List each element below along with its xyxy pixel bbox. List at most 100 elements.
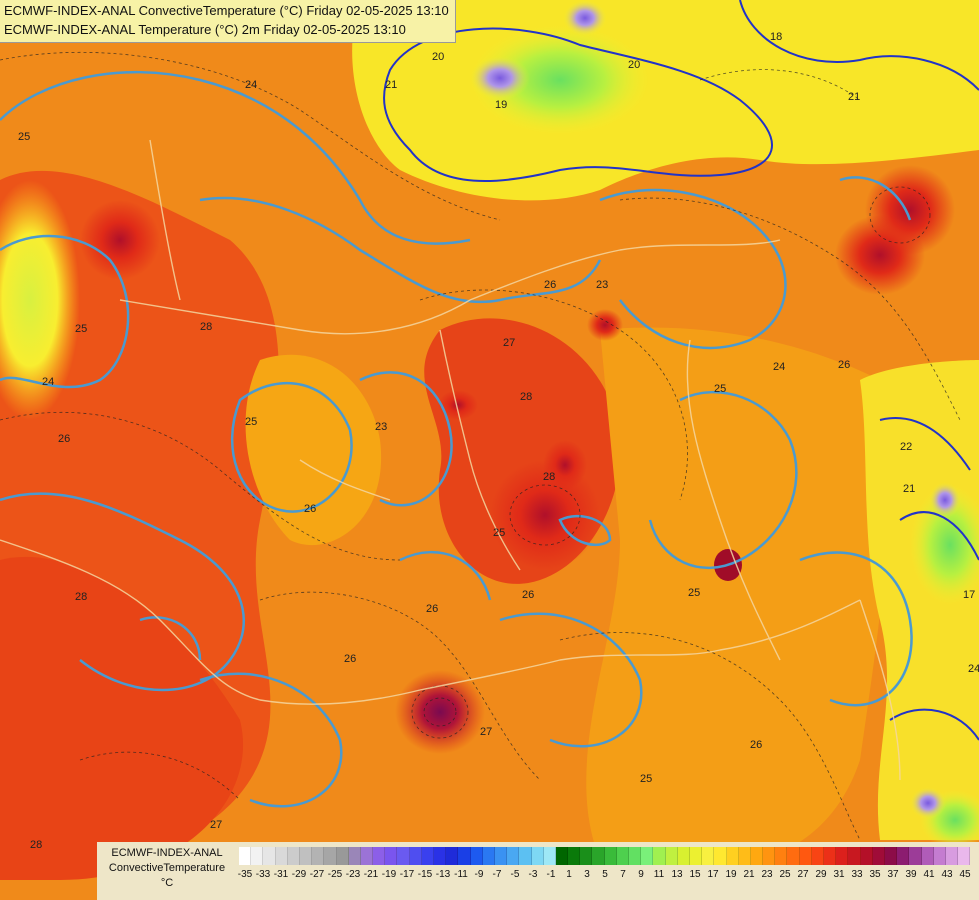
contour-value-label: 28 <box>200 321 212 333</box>
legend-tick-label: -21 <box>363 869 379 880</box>
legend-swatch <box>251 847 264 865</box>
contour-value-label: 21 <box>848 91 860 103</box>
legend-swatch <box>519 847 532 865</box>
dark-blue-contours <box>383 0 979 741</box>
green-north-center <box>470 25 650 135</box>
legend-tick-label: -5 <box>510 869 520 880</box>
red-southwest-zone <box>0 556 244 880</box>
legend-swatch <box>263 847 276 865</box>
country-borders <box>0 139 901 781</box>
legend-swatch <box>714 847 727 865</box>
contour-value-label: 24 <box>773 361 785 373</box>
legend-swatch <box>604 847 617 865</box>
contour-value-label: 26 <box>426 603 438 615</box>
legend-tick-label: -15 <box>417 869 433 880</box>
legend-swatch <box>239 847 252 865</box>
legend-swatch <box>909 847 922 865</box>
legend-tick-label: -19 <box>381 869 397 880</box>
legend-tick-label: -29 <box>291 869 307 880</box>
legend-tick-label: -27 <box>309 869 325 880</box>
legend-unit: °C <box>160 877 174 889</box>
legend-tick-label: -13 <box>435 869 451 880</box>
legend-title: ECMWF-INDEX-ANAL ConvectiveTemperature °… <box>97 842 237 900</box>
contour-value-label: 26 <box>58 433 70 445</box>
contour-value-label: 25 <box>493 527 505 539</box>
hot-core-east <box>835 215 925 295</box>
contour-value-label: 25 <box>245 416 257 428</box>
legend-swatch <box>373 847 386 865</box>
legend-tick-label: -17 <box>399 869 415 880</box>
contour-value-label: 17 <box>963 589 975 601</box>
contour-value-label: 28 <box>543 471 555 483</box>
contour-value-label: 21 <box>385 79 397 91</box>
legend-source: ECMWF-INDEX-ANAL <box>111 847 223 859</box>
contour-value-label: 25 <box>18 131 30 143</box>
dashed-contours <box>0 51 961 841</box>
contour-value-label: 26 <box>304 503 316 515</box>
legend-swatch <box>543 847 556 865</box>
legend-tick-label: 9 <box>638 869 644 880</box>
contour-value-label: 28 <box>30 839 42 851</box>
legend-swatch <box>580 847 593 865</box>
legend-tick-label: -7 <box>492 869 502 880</box>
legend-swatch <box>836 847 849 865</box>
orange-light-east <box>586 327 889 870</box>
hot-core-center-north <box>543 440 587 490</box>
legend-swatch <box>824 847 837 865</box>
contour-labels: 25 24 21 20 19 20 21 18 25 28 26 24 25 23 27 28 26 23 25 24… <box>18 31 979 851</box>
contour-value-label: 28 <box>75 591 87 603</box>
legend-swatch <box>763 847 776 865</box>
legend-tick-label: -3 <box>528 869 538 880</box>
contour-value-label: 26 <box>544 279 556 291</box>
purple-southeast <box>910 787 946 819</box>
legend-tick-label: 7 <box>620 869 626 880</box>
legend-swatch <box>312 847 325 865</box>
legend-swatch <box>385 847 398 865</box>
legend-tick-label: 31 <box>833 869 845 880</box>
legend-tick-label: 33 <box>851 869 863 880</box>
contour-value-label: 28 <box>520 391 532 403</box>
legend-tick-label: 13 <box>671 869 683 880</box>
legend-tick-label: -33 <box>255 869 271 880</box>
legend-tick-label: -35 <box>237 869 253 880</box>
legend-swatch <box>921 847 934 865</box>
legend-swatch <box>421 847 434 865</box>
contour-value-label: 23 <box>596 279 608 291</box>
contour-value-label: 25 <box>640 773 652 785</box>
legend-swatch <box>531 847 544 865</box>
contour-value-label: 25 <box>714 383 726 395</box>
legend-tick-label: 35 <box>869 869 881 880</box>
legend-tick-label: -25 <box>327 869 343 880</box>
legend-swatch <box>458 847 471 865</box>
legend-tick-label: 25 <box>779 869 791 880</box>
legend-tick-label: 11 <box>653 869 665 880</box>
legend-swatches <box>239 847 971 865</box>
legend-tick-label: -23 <box>345 869 361 880</box>
legend-swatch <box>897 847 910 865</box>
legend-swatch <box>811 847 824 865</box>
contour-value-label: 19 <box>495 99 507 111</box>
contour-value-label: 26 <box>522 589 534 601</box>
hot-core-mid-west <box>438 390 478 420</box>
legend-swatch <box>653 847 666 865</box>
legend-tick-label: 5 <box>602 869 608 880</box>
legend-tick-label: 23 <box>761 869 773 880</box>
legend-swatch <box>409 847 422 865</box>
legend-swatch <box>507 847 520 865</box>
legend-swatch <box>275 847 288 865</box>
legend-swatch <box>324 847 337 865</box>
legend-tick-label: 43 <box>941 869 953 880</box>
legend-tick-label: 39 <box>905 869 917 880</box>
legend-tick-label: -9 <box>474 869 484 880</box>
hot-core-west <box>80 200 160 280</box>
legend-tick-label: 45 <box>959 869 971 880</box>
legend-swatch <box>872 847 885 865</box>
legend-swatch <box>689 847 703 865</box>
color-legend: ECMWF-INDEX-ANAL ConvectiveTemperature °… <box>97 842 979 900</box>
legend-swatch <box>799 847 812 865</box>
legend-swatch <box>945 847 959 865</box>
contour-value-label: 21 <box>903 483 915 495</box>
legend-swatch <box>884 847 898 865</box>
legend-swatch <box>287 847 300 865</box>
